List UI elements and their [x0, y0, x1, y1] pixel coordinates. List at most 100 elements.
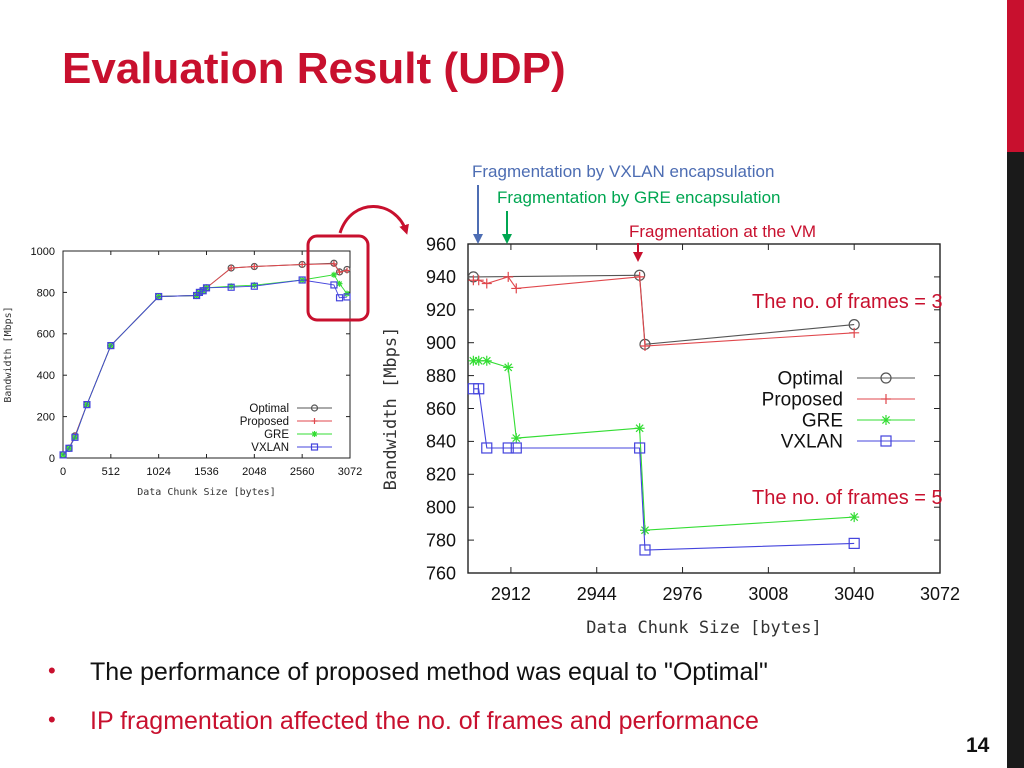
data-point-vxlan	[250, 282, 258, 290]
legend-label: GRE	[802, 411, 843, 432]
y-tick-label: 600	[37, 329, 55, 341]
data-point-proposed	[503, 271, 514, 282]
y-tick-label: 800	[37, 287, 55, 299]
x-axis-label: Data Chunk Size [bytes]	[137, 487, 275, 498]
y-tick-label: 900	[426, 333, 456, 353]
data-point-vxlan	[71, 433, 79, 441]
data-point-vxlan	[65, 444, 73, 452]
vxlan-frag-arrowhead	[473, 234, 483, 244]
gre-frag-label: Fragmentation by GRE encapsulation	[497, 188, 781, 207]
zoom-callout	[306, 205, 409, 322]
legend-marker	[880, 372, 892, 384]
slide-accent-bar-red	[1007, 0, 1024, 152]
data-point-gre	[330, 271, 337, 278]
vxlan-frag-label: Fragmentation by VXLAN encapsulation	[472, 162, 774, 181]
data-point-proposed	[634, 271, 645, 282]
data-point-vxlan	[202, 284, 211, 292]
series-line-vxlan	[62, 279, 348, 456]
data-point-proposed	[481, 278, 492, 289]
legend-marker	[310, 404, 319, 412]
zoom-highlight-box	[306, 234, 370, 322]
data-point-proposed	[511, 283, 522, 294]
data-point-proposed	[336, 269, 343, 276]
y-tick-label: 1000	[31, 246, 55, 258]
x-tick-label: 2048	[242, 466, 266, 478]
data-point-vxlan	[83, 400, 91, 409]
x-tick-label: 3008	[748, 584, 788, 604]
data-point-vxlan	[473, 383, 485, 395]
data-point-vxlan	[330, 281, 338, 289]
legend-label: Proposed	[762, 390, 843, 411]
y-tick-label: 800	[426, 498, 456, 518]
series-line-vxlan	[473, 388, 855, 551]
data-point-gre	[503, 362, 514, 373]
data-point-gre	[473, 355, 484, 366]
data-point-proposed	[299, 261, 306, 268]
legend-marker	[881, 394, 891, 404]
zoom-arrow	[338, 205, 409, 235]
x-tick-label: 2944	[577, 584, 617, 604]
data-point-gre	[60, 451, 67, 458]
y-tick-label: 200	[37, 411, 55, 423]
data-point-vxlan	[848, 537, 860, 549]
y-tick-label: 820	[426, 465, 456, 485]
x-tick-label: 3040	[834, 584, 874, 604]
y-tick-label: 880	[426, 366, 456, 386]
legend-label: Proposed	[240, 416, 289, 428]
data-point-gre	[251, 282, 258, 289]
data-point-gre	[468, 355, 479, 366]
y-tick-label: 840	[426, 432, 456, 452]
x-tick-label: 1536	[194, 466, 218, 478]
data-point-gre	[336, 280, 343, 287]
frames5-label: The no. of frames = 5	[752, 487, 943, 509]
data-point-vxlan	[634, 442, 646, 454]
data-point-vxlan	[155, 292, 163, 301]
page-number: 14	[966, 734, 990, 757]
slide-accent-bar	[1007, 0, 1024, 768]
data-point-vxlan	[298, 276, 306, 284]
legend-marker	[880, 435, 892, 447]
x-tick-label: 2976	[663, 584, 703, 604]
legend-marker	[311, 431, 318, 437]
bullet-text: The performance of proposed method was e…	[90, 658, 768, 686]
gre-frag-arrowhead	[502, 234, 512, 244]
legend-label: VXLAN	[251, 442, 289, 454]
slide-title: Evaluation Result (UDP)	[62, 44, 566, 93]
data-point-vxlan	[59, 451, 67, 459]
data-point-vxlan	[195, 288, 203, 296]
legend-label: GRE	[264, 429, 289, 441]
data-point-gre	[228, 283, 235, 290]
legend-marker	[310, 443, 319, 451]
y-axis-label: Bandwidth [Mbps]	[3, 306, 14, 402]
data-point-vxlan	[227, 283, 235, 291]
bullet-dot: •	[48, 707, 56, 732]
x-tick-label: 3072	[338, 466, 362, 478]
data-point-proposed	[228, 264, 235, 271]
y-tick-label: 960	[426, 234, 456, 254]
overview-chart: 0 512 1024 1536 2048 2560 3072 0 200 400 600 800 100…	[3, 246, 362, 498]
data-point-gre	[481, 355, 492, 366]
vm-frag-label: Fragmentation at the VM	[629, 222, 816, 241]
data-point-proposed	[344, 267, 351, 274]
data-point-proposed	[330, 260, 337, 267]
vm-frag-arrowhead	[633, 252, 643, 262]
legend-marker	[881, 415, 891, 425]
data-point-vxlan	[639, 544, 651, 556]
data-point-gre	[511, 433, 522, 444]
legend-marker	[311, 418, 318, 424]
data-point-gre	[849, 512, 860, 523]
data-point-proposed	[473, 275, 484, 286]
data-point-vxlan	[335, 294, 344, 302]
y-tick-label: 780	[426, 530, 456, 550]
y-tick-label: 760	[426, 563, 456, 583]
legend-label: Optimal	[249, 403, 289, 415]
y-tick-label: 400	[37, 370, 55, 382]
x-tick-label: 3072	[920, 584, 960, 604]
data-point-gre	[640, 525, 650, 536]
fragmentation-annotations: Fragmentation by VXLAN encapsulation Fra…	[472, 162, 943, 509]
y-tick-label: 0	[49, 453, 55, 465]
legend-label: VXLAN	[781, 432, 843, 453]
data-point-gre	[634, 423, 645, 434]
x-tick-label: 2560	[290, 466, 314, 478]
